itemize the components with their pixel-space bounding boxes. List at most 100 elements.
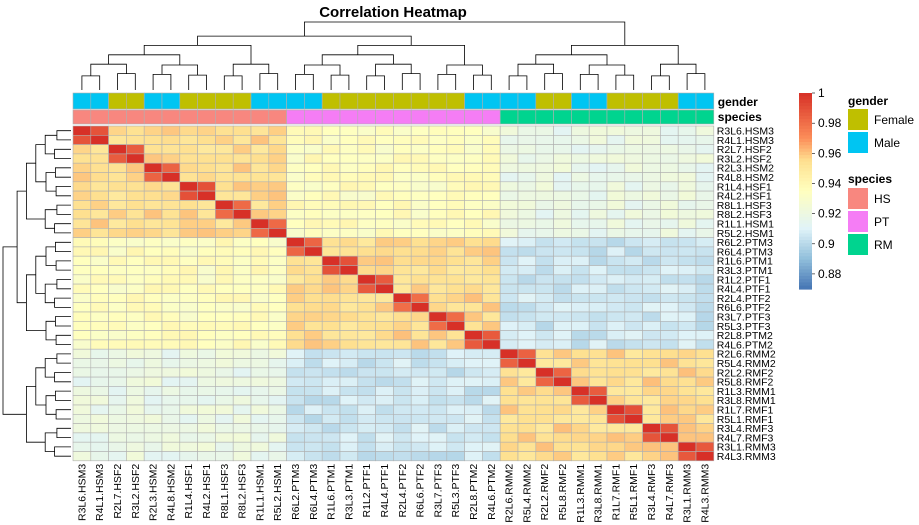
heatmap-cell	[215, 172, 234, 183]
dendrogram-branch	[357, 45, 465, 65]
heatmap-cell	[428, 144, 448, 155]
heatmap-cell	[268, 265, 287, 276]
heatmap-cell	[357, 125, 376, 136]
species-annotation-cell	[517, 109, 537, 125]
heatmap-cell	[161, 190, 181, 201]
heatmap-cell	[339, 162, 359, 173]
gender-annotation-cell	[215, 92, 234, 110]
heatmap-cell	[482, 209, 501, 220]
heatmap-cell	[606, 348, 626, 359]
heatmap-cell	[642, 125, 661, 136]
heatmap-cell	[126, 320, 145, 331]
colorbar-segment	[799, 285, 812, 290]
heatmap-cell	[197, 320, 216, 331]
heatmap-cell	[642, 200, 661, 210]
heatmap-cell	[535, 153, 554, 164]
heatmap-cell	[268, 283, 287, 294]
heatmap-cell	[232, 311, 252, 322]
column-label: R2L7.HSF2	[112, 464, 124, 519]
heatmap-cell	[357, 404, 376, 415]
heatmap-cell	[677, 423, 697, 434]
gender-annotation-cell	[393, 92, 412, 110]
heatmap-cell	[339, 265, 359, 276]
row-label: R6L2.PTM3	[717, 237, 773, 249]
heatmap-cell	[232, 246, 252, 257]
heatmap-cell	[517, 320, 537, 331]
heatmap-cell	[179, 311, 198, 322]
dendrogram-branch	[143, 45, 252, 65]
heatmap-cell	[161, 432, 181, 443]
heatmap-cell	[339, 153, 359, 164]
heatmap-cell	[410, 386, 430, 396]
species-annotation-cell	[339, 109, 359, 125]
heatmap-cell	[215, 125, 234, 136]
heatmap-cell	[339, 432, 359, 443]
heatmap-cell	[375, 218, 394, 229]
heatmap-cell	[606, 395, 626, 406]
heatmap-cell	[660, 311, 679, 322]
heatmap-cell	[446, 190, 465, 201]
heatmap-cell	[143, 293, 163, 303]
heatmap-cell	[499, 348, 519, 359]
heatmap-cell	[695, 255, 715, 266]
row-label: R3L1.RMM3	[717, 442, 776, 454]
heatmap-cell	[197, 190, 216, 201]
heatmap-cell	[126, 339, 145, 350]
heatmap-cell	[553, 451, 572, 462]
heatmap-cell	[660, 265, 679, 276]
heatmap-cell	[588, 144, 608, 155]
heatmap-cell	[464, 209, 483, 220]
heatmap-cell	[321, 209, 341, 220]
heatmap-cell	[677, 274, 697, 285]
heatmap-cell	[232, 153, 252, 164]
heatmap-cell	[268, 237, 287, 248]
heatmap-cell	[286, 423, 305, 434]
colorbar-segment	[799, 135, 812, 140]
legend-swatch	[848, 234, 868, 255]
heatmap-cell	[642, 228, 661, 238]
heatmap-cell	[250, 209, 270, 220]
heatmap-cell	[339, 358, 359, 369]
heatmap-cell	[428, 293, 448, 303]
heatmap-cell	[357, 358, 376, 369]
heatmap-cell	[606, 162, 626, 173]
heatmap-cell	[482, 451, 501, 462]
heatmap-cell	[90, 200, 109, 210]
heatmap-cell	[588, 135, 608, 145]
heatmap-cell	[143, 320, 163, 331]
heatmap-cell	[304, 135, 323, 145]
heatmap-cell	[393, 283, 412, 294]
heatmap-cell	[72, 293, 92, 303]
heatmap-cell	[695, 348, 715, 359]
heatmap-cell	[143, 255, 163, 266]
heatmap-cell	[321, 367, 341, 378]
heatmap-cell	[535, 228, 554, 238]
heatmap-cell	[677, 181, 697, 192]
heatmap-cell	[179, 200, 198, 210]
heatmap-cell	[90, 246, 109, 257]
dendrogram-branch	[55, 409, 71, 420]
heatmap-cell	[606, 218, 626, 229]
heatmap-cell	[446, 228, 465, 238]
colorbar-segment	[799, 96, 812, 101]
column-label: R6L2.PTM3	[290, 464, 302, 520]
heatmap-cell	[126, 190, 145, 201]
heatmap-cell	[304, 293, 323, 303]
heatmap-cell	[410, 302, 430, 313]
heatmap-cell	[464, 218, 483, 229]
heatmap-cell	[464, 181, 483, 192]
species-annotation-cell	[72, 109, 92, 125]
heatmap-cell	[304, 246, 323, 257]
heatmap-cell	[321, 293, 341, 303]
dendrogram-branch	[579, 74, 599, 90]
heatmap-cell	[393, 237, 412, 248]
heatmap-cell	[571, 441, 590, 452]
colorbar-segment	[799, 174, 812, 179]
column-label: R6L6.PTF2	[415, 464, 427, 518]
heatmap-cell	[72, 432, 92, 443]
colorbar-segment	[799, 249, 812, 254]
heatmap-cell	[321, 451, 341, 462]
heatmap-cell	[161, 330, 181, 341]
heatmap-cell	[428, 274, 448, 285]
gender-annotation-cell	[108, 92, 127, 110]
